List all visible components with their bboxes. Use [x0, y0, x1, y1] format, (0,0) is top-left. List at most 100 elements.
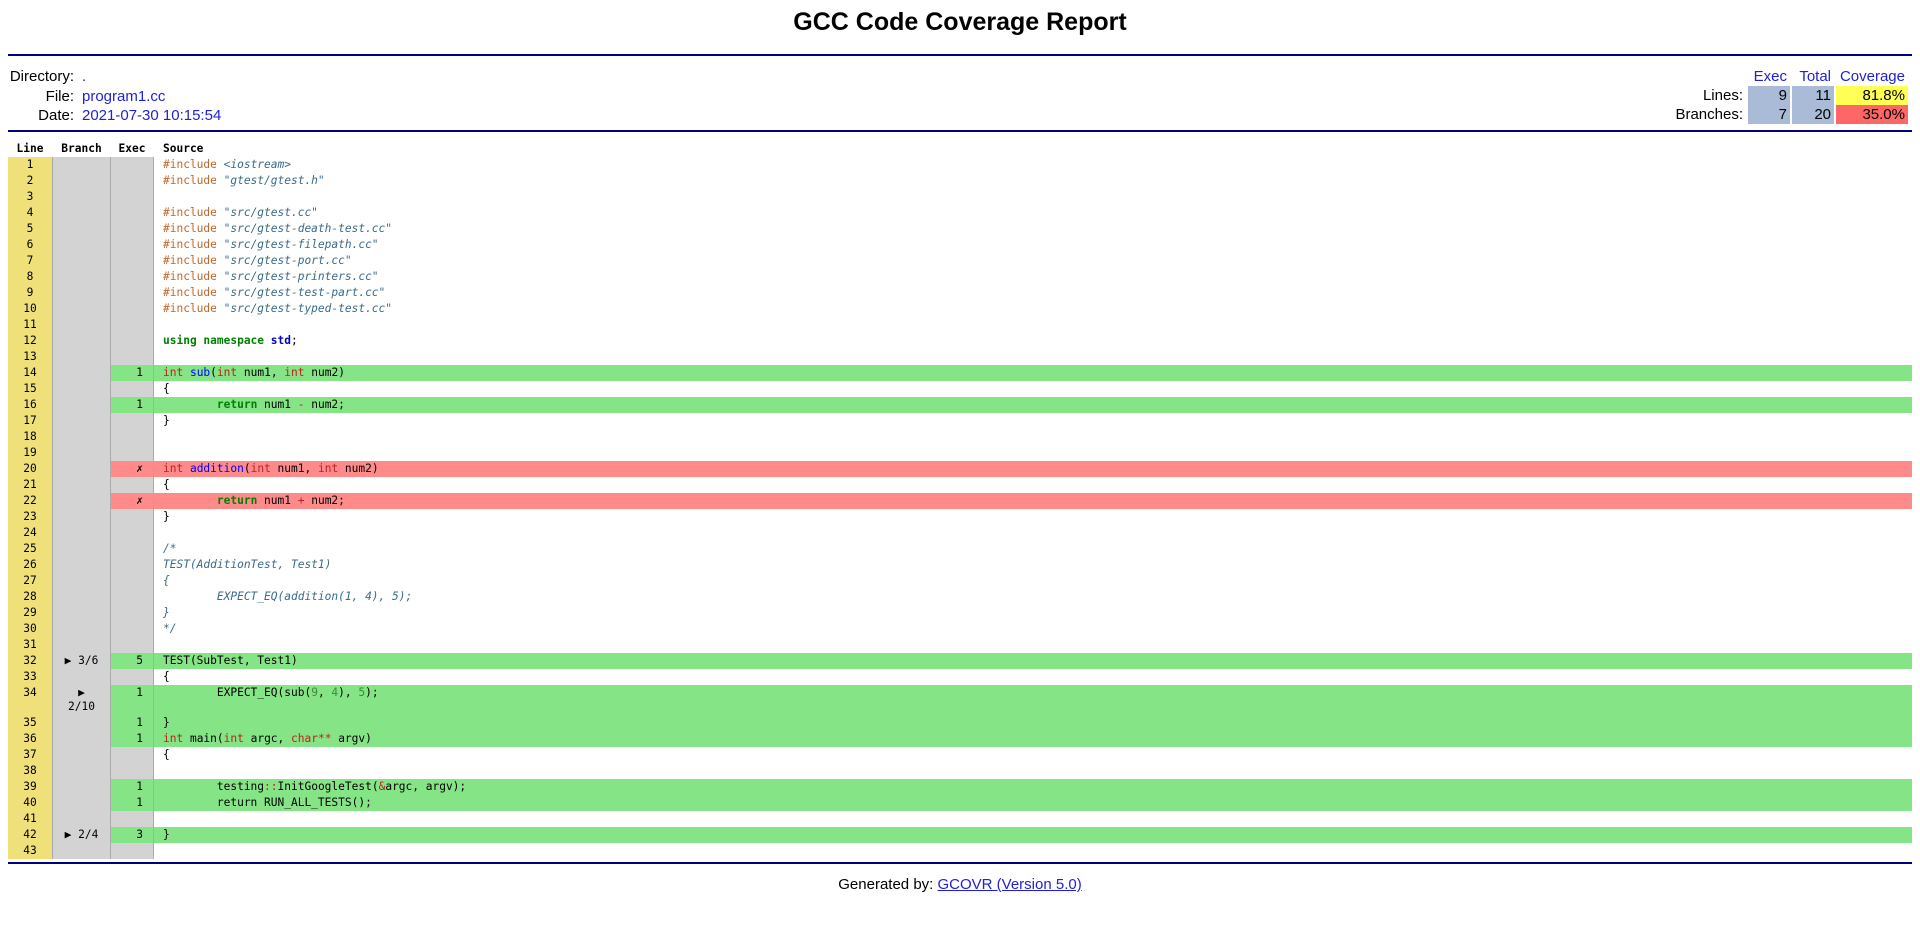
- file-label: File:: [45, 87, 74, 105]
- source-line-row: 14 1 int sub(int num1, int num2): [8, 365, 1912, 381]
- branch-toggle[interactable]: ▶ 3/6: [52, 653, 110, 669]
- code-token: ;: [291, 334, 305, 347]
- code-token: int: [250, 462, 271, 475]
- branch-cell: [52, 253, 110, 269]
- source-code: {: [154, 669, 1912, 685]
- source-code: int sub(int num1, int num2): [154, 365, 1912, 381]
- code-token: {: [163, 382, 170, 395]
- code-token: {: [163, 670, 170, 683]
- info-divider: [8, 130, 1912, 132]
- branch-cell: [52, 237, 110, 253]
- code-token: num1,: [237, 366, 285, 379]
- branches-coverage: 35.0%: [1836, 105, 1908, 124]
- exec-count: ✗: [110, 493, 154, 509]
- gcovr-link[interactable]: GCOVR (Version 5.0): [937, 876, 1082, 893]
- branch-cell: [52, 269, 110, 285]
- source-code: using namespace std;: [154, 333, 1912, 349]
- source-line-row: 36 1 int main(int argc, char** argv): [8, 731, 1912, 747]
- branch-cell: [52, 541, 110, 557]
- code-token: 5: [358, 686, 366, 699]
- code-token: }: [163, 716, 170, 729]
- line-number: 31: [8, 637, 52, 653]
- file-value: program1.cc: [82, 87, 166, 105]
- code-token: addition: [189, 462, 244, 475]
- exec-count: [110, 221, 154, 237]
- source-line-row: 37 {: [8, 747, 1912, 763]
- code-token: #include: [163, 238, 224, 251]
- exec-count: [110, 541, 154, 557]
- branch-cell: [52, 285, 110, 301]
- exec-count: [110, 253, 154, 269]
- directory-label: Directory:: [9, 68, 74, 85]
- code-token: "src/gtest-port.cc": [223, 254, 352, 267]
- source-line-row: 33 {: [8, 669, 1912, 685]
- exec-count: 3: [110, 827, 154, 843]
- branch-cell: [52, 731, 110, 747]
- source-line-row: 32 ▶ 3/6 5 TEST(SubTest, Test1): [8, 653, 1912, 669]
- line-number: 42: [8, 827, 52, 843]
- exec-count: [110, 747, 154, 763]
- source-line-row: 11: [8, 317, 1912, 333]
- exec-count: [110, 413, 154, 429]
- line-number: 1: [8, 157, 52, 173]
- bottom-divider: [8, 862, 1912, 864]
- code-token: #include: [163, 254, 224, 267]
- exec-count: 1: [110, 795, 154, 811]
- directory-row: Directory: .: [8, 67, 221, 87]
- source-line-row: 16 1 return num1 - num2;: [8, 397, 1912, 413]
- branch-cell: [52, 173, 110, 189]
- code-token: using namespace: [163, 334, 271, 347]
- code-token: testing: [163, 780, 265, 793]
- line-number: 32: [8, 653, 52, 669]
- branch-cell: [52, 715, 110, 731]
- code-token: ::: [264, 780, 278, 793]
- source-code: /*: [154, 541, 1912, 557]
- code-token: "src/gtest-death-test.cc": [223, 222, 393, 235]
- source-code: }: [154, 605, 1912, 621]
- source-code: [154, 763, 1912, 779]
- source-line-row: 26 TEST(AdditionTest, Test1): [8, 557, 1912, 573]
- exec-count: [110, 189, 154, 205]
- source-code: [154, 445, 1912, 461]
- source-line-row: 3: [8, 189, 1912, 205]
- branch-cell: [52, 747, 110, 763]
- code-token: num2): [338, 462, 379, 475]
- source-code: #include "src/gtest-printers.cc": [154, 269, 1912, 285]
- exec-count: [110, 237, 154, 253]
- line-number: 29: [8, 605, 52, 621]
- source-line-row: 13: [8, 349, 1912, 365]
- code-token: argc, argv);: [385, 780, 467, 793]
- code-token: #include: [163, 222, 224, 235]
- line-number: 33: [8, 669, 52, 685]
- source-line-row: 15 {: [8, 381, 1912, 397]
- branch-toggle[interactable]: ▶ 2/4: [52, 827, 110, 843]
- code-token: num1,: [270, 462, 318, 475]
- date-row: Date: 2021-07-30 10:15:54: [8, 106, 221, 126]
- exec-count: [110, 301, 154, 317]
- branch-toggle[interactable]: ▶ 2/10: [52, 685, 110, 715]
- branch-cell: [52, 795, 110, 811]
- exec-count: [110, 589, 154, 605]
- date-label: Date:: [38, 107, 74, 124]
- line-number: 37: [8, 747, 52, 763]
- branch-cell: [52, 429, 110, 445]
- source-line-row: 1 #include <iostream>: [8, 157, 1912, 173]
- code-token: /*: [163, 542, 177, 555]
- exec-count: [110, 317, 154, 333]
- source-line-row: 23}: [8, 509, 1912, 525]
- branch-cell: [52, 157, 110, 173]
- source-code: TEST(AdditionTest, Test1): [154, 557, 1912, 573]
- branch-cell: [52, 221, 110, 237]
- footer-prefix: Generated by:: [838, 876, 938, 893]
- line-number: 24: [8, 525, 52, 541]
- line-number: 36: [8, 731, 52, 747]
- code-token: ,: [317, 686, 332, 699]
- code-token: std: [270, 334, 291, 347]
- exec-count: [110, 157, 154, 173]
- line-number: 25: [8, 541, 52, 557]
- source-code: [154, 843, 1912, 859]
- source-line-row: 5 #include "src/gtest-death-test.cc": [8, 221, 1912, 237]
- branch-cell: [52, 637, 110, 653]
- source-code: {: [154, 477, 1912, 493]
- source-code: [154, 811, 1912, 827]
